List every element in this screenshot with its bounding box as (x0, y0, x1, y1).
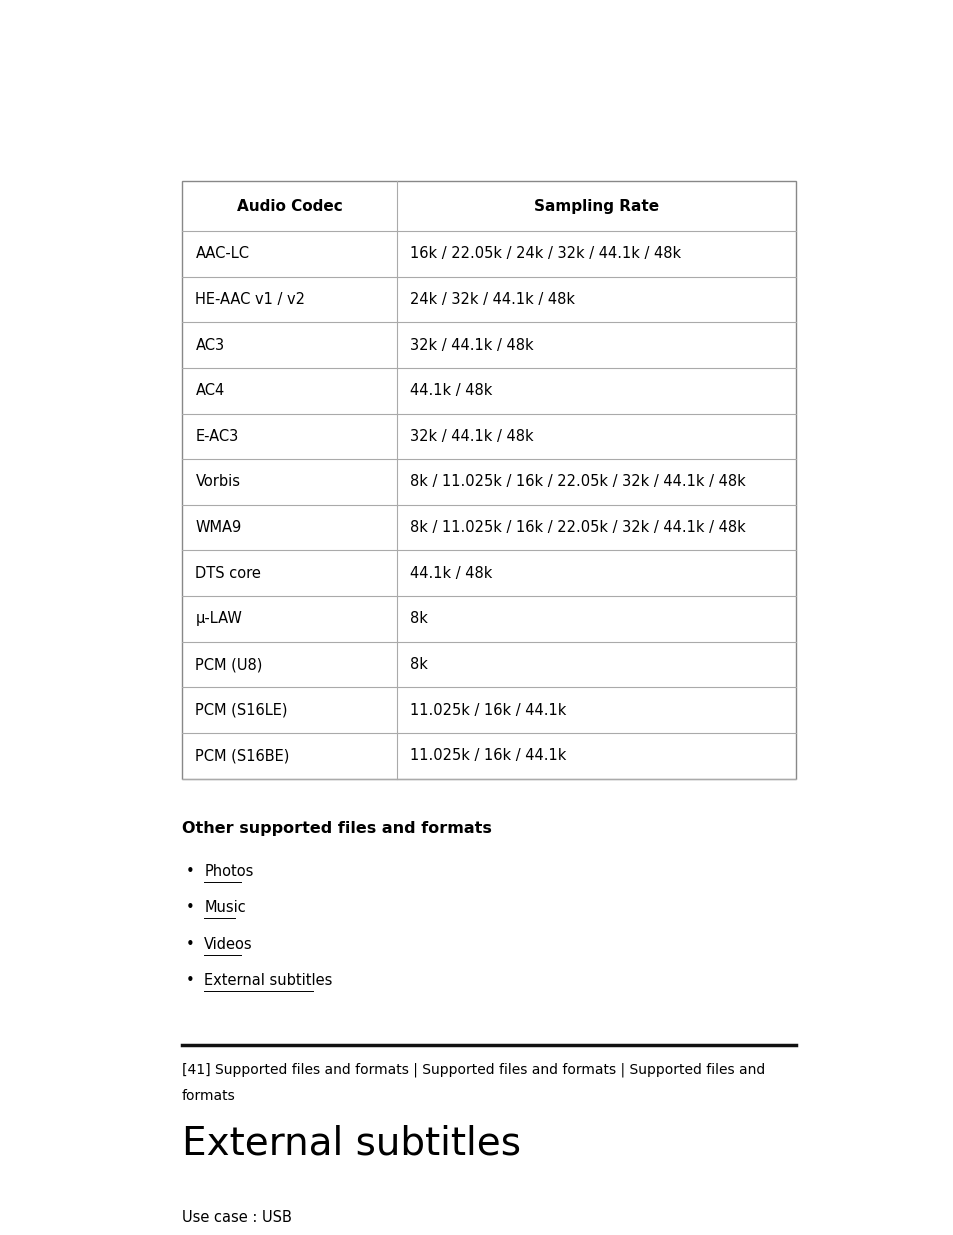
Text: 24k / 32k / 44.1k / 48k: 24k / 32k / 44.1k / 48k (410, 291, 575, 308)
Text: Use case : USB: Use case : USB (182, 1210, 292, 1225)
Text: External subtitles: External subtitles (204, 973, 333, 988)
Text: 44.1k / 48k: 44.1k / 48k (410, 383, 492, 398)
Text: Sampling Rate: Sampling Rate (533, 199, 659, 214)
Text: formats: formats (182, 1089, 235, 1103)
Text: AC3: AC3 (195, 337, 224, 352)
Text: Audio Codec: Audio Codec (236, 199, 342, 214)
Text: 11.025k / 16k / 44.1k: 11.025k / 16k / 44.1k (410, 703, 566, 718)
Text: μ-LAW: μ-LAW (195, 611, 242, 626)
Text: E-AC3: E-AC3 (195, 429, 238, 443)
Text: Videos: Videos (204, 936, 253, 951)
Text: PCM (U8): PCM (U8) (195, 657, 262, 672)
Text: 8k: 8k (410, 657, 428, 672)
Text: Other supported files and formats: Other supported files and formats (182, 821, 492, 836)
Text: [41] Supported files and formats | Supported files and formats | Supported files: [41] Supported files and formats | Suppo… (182, 1062, 764, 1077)
Text: 8k / 11.025k / 16k / 22.05k / 32k / 44.1k / 48k: 8k / 11.025k / 16k / 22.05k / 32k / 44.1… (410, 474, 745, 489)
Text: 8k / 11.025k / 16k / 22.05k / 32k / 44.1k / 48k: 8k / 11.025k / 16k / 22.05k / 32k / 44.1… (410, 520, 745, 535)
Text: HE-AAC v1 / v2: HE-AAC v1 / v2 (195, 291, 305, 308)
Text: •: • (186, 900, 194, 915)
Text: WMA9: WMA9 (195, 520, 241, 535)
Text: 8k: 8k (410, 611, 428, 626)
Text: 32k / 44.1k / 48k: 32k / 44.1k / 48k (410, 337, 534, 352)
Text: PCM (S16BE): PCM (S16BE) (195, 748, 290, 763)
Bar (182, 182, 795, 779)
Text: •: • (186, 936, 194, 951)
Text: Photos: Photos (204, 864, 253, 879)
Text: Music: Music (204, 900, 246, 915)
Text: AAC-LC: AAC-LC (195, 246, 249, 262)
Text: •: • (186, 973, 194, 988)
Text: 32k / 44.1k / 48k: 32k / 44.1k / 48k (410, 429, 534, 443)
Text: •: • (186, 864, 194, 879)
Text: 11.025k / 16k / 44.1k: 11.025k / 16k / 44.1k (410, 748, 566, 763)
Text: DTS core: DTS core (195, 566, 261, 580)
Text: External subtitles: External subtitles (182, 1125, 520, 1163)
Text: PCM (S16LE): PCM (S16LE) (195, 703, 288, 718)
Text: 44.1k / 48k: 44.1k / 48k (410, 566, 492, 580)
Text: Vorbis: Vorbis (195, 474, 240, 489)
Text: 16k / 22.05k / 24k / 32k / 44.1k / 48k: 16k / 22.05k / 24k / 32k / 44.1k / 48k (410, 246, 680, 262)
Text: AC4: AC4 (195, 383, 224, 398)
